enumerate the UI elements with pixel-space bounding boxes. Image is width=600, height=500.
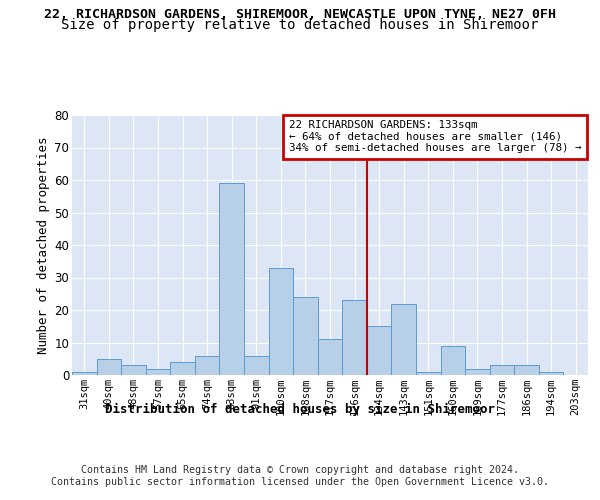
Bar — [440, 346, 465, 375]
Bar — [391, 304, 416, 375]
Bar — [293, 297, 318, 375]
Bar — [269, 268, 293, 375]
Bar — [416, 372, 440, 375]
Bar — [72, 372, 97, 375]
Text: 22, RICHARDSON GARDENS, SHIREMOOR, NEWCASTLE UPON TYNE, NE27 0FH: 22, RICHARDSON GARDENS, SHIREMOOR, NEWCA… — [44, 8, 556, 20]
Bar — [342, 300, 367, 375]
Text: Contains HM Land Registry data © Crown copyright and database right 2024.
Contai: Contains HM Land Registry data © Crown c… — [51, 465, 549, 486]
Bar — [121, 365, 146, 375]
Text: 22 RICHARDSON GARDENS: 133sqm
← 64% of detached houses are smaller (146)
34% of : 22 RICHARDSON GARDENS: 133sqm ← 64% of d… — [289, 120, 581, 154]
Bar — [220, 183, 244, 375]
Text: Distribution of detached houses by size in Shiremoor: Distribution of detached houses by size … — [105, 402, 495, 415]
Y-axis label: Number of detached properties: Number of detached properties — [37, 136, 50, 354]
Bar — [195, 356, 220, 375]
Text: Size of property relative to detached houses in Shiremoor: Size of property relative to detached ho… — [61, 18, 539, 32]
Bar — [244, 356, 269, 375]
Bar — [539, 372, 563, 375]
Bar — [367, 326, 391, 375]
Bar — [490, 365, 514, 375]
Bar — [97, 359, 121, 375]
Bar — [465, 368, 490, 375]
Bar — [170, 362, 195, 375]
Bar — [146, 368, 170, 375]
Bar — [318, 339, 342, 375]
Bar — [514, 365, 539, 375]
